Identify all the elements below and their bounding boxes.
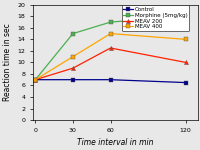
Control — [109, 79, 111, 81]
MEAV 200 — [34, 79, 36, 81]
Morphine (5mg/kg) — [109, 21, 111, 23]
Morphine (5mg/kg) — [184, 15, 186, 17]
X-axis label: Time interval in min: Time interval in min — [77, 138, 153, 147]
Line: Control: Control — [33, 78, 187, 85]
Line: Morphine (5mg/kg): Morphine (5mg/kg) — [33, 14, 187, 82]
MEAV 400 — [71, 56, 74, 58]
MEAV 200 — [71, 67, 74, 69]
MEAV 400 — [34, 79, 36, 81]
Control — [71, 79, 74, 81]
MEAV 400 — [109, 33, 111, 35]
Control — [184, 82, 186, 83]
Y-axis label: Reaction time in sec: Reaction time in sec — [3, 24, 12, 101]
Line: MEAV 200: MEAV 200 — [33, 46, 187, 82]
MEAV 200 — [184, 61, 186, 63]
MEAV 400 — [184, 38, 186, 40]
Morphine (5mg/kg) — [34, 79, 36, 81]
Legend: Control, Morphine (5mg/kg), MEAV 200, MEAV 400: Control, Morphine (5mg/kg), MEAV 200, ME… — [121, 5, 188, 31]
Line: MEAV 400: MEAV 400 — [33, 32, 187, 82]
MEAV 200 — [109, 47, 111, 49]
Morphine (5mg/kg) — [71, 33, 74, 35]
Control — [34, 79, 36, 81]
